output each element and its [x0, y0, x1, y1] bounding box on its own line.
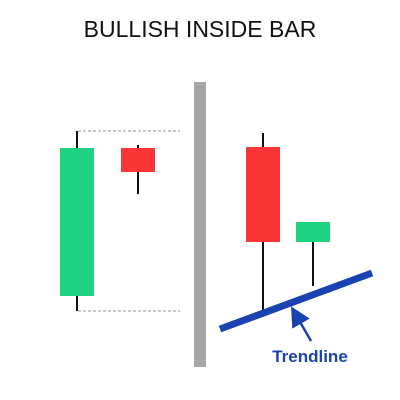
trendline: [218, 269, 374, 333]
trendline-label: Trendline: [272, 347, 348, 366]
right-inside-bar-candle: [296, 222, 330, 286]
panel-divider: [194, 82, 206, 367]
right-inside-bar-body: [296, 222, 330, 242]
mother-bar-body: [60, 148, 94, 296]
left-panel: [60, 130, 180, 312]
inside-bar-candle: [121, 145, 155, 194]
mother-bar-candle: [60, 131, 94, 311]
inside-bar-body: [121, 148, 155, 172]
right-mother-bar-candle: [246, 133, 280, 311]
right-panel: Trendline: [218, 133, 374, 366]
diagram-title: BULLISH INSIDE BAR: [83, 16, 317, 42]
right-mother-bar-body: [246, 147, 280, 242]
trendline-arrow: [291, 306, 313, 342]
